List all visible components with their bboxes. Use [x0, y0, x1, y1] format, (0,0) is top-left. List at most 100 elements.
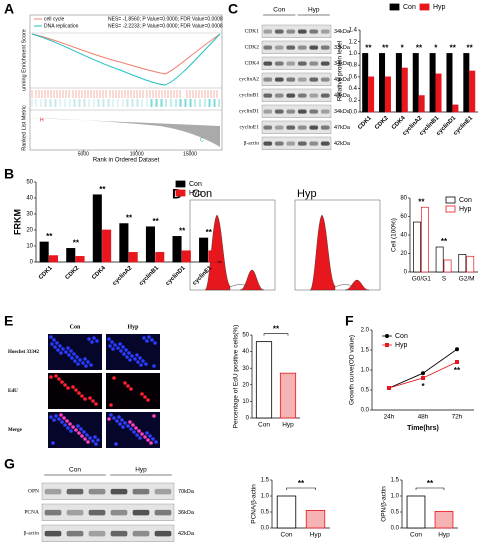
blot-band — [66, 530, 84, 537]
y-tick-label: 80 — [400, 196, 407, 202]
nucleus — [126, 384, 130, 388]
nucleus — [112, 376, 116, 380]
nucleus — [123, 381, 127, 385]
blot-band — [309, 61, 319, 66]
gsea-hits — [31, 90, 220, 107]
x-tick-label: Con — [281, 532, 293, 539]
blot-band — [88, 530, 106, 537]
panel-letter: C — [228, 1, 238, 17]
nucleus — [94, 402, 98, 406]
blot-band — [154, 509, 172, 516]
blot-band — [286, 77, 296, 82]
nucleus — [136, 360, 140, 364]
x-tick-label: 24h — [384, 414, 395, 421]
bar — [92, 194, 102, 263]
nucleus — [66, 346, 70, 350]
group-label: Hyp — [308, 7, 320, 14]
blot-strip — [261, 24, 332, 39]
bar — [145, 226, 155, 263]
bar — [362, 53, 369, 113]
significance: ** — [450, 44, 457, 53]
nucleus — [122, 352, 126, 356]
flow-s-phase — [334, 284, 356, 288]
nucleus — [142, 336, 146, 340]
nucleus — [120, 418, 124, 422]
marker — [387, 386, 391, 390]
blot-band — [320, 77, 330, 82]
significance: ** — [382, 44, 389, 53]
flow-frame — [294, 199, 381, 291]
x-axis-label: Time(hrs) — [407, 425, 439, 432]
nucleus — [116, 346, 120, 350]
row-label: Hoechst 33342 — [8, 350, 39, 355]
blot-strip — [261, 136, 332, 151]
y-tick-label: 60 — [400, 214, 407, 220]
significance: ** — [152, 217, 159, 226]
nucleus — [147, 335, 151, 339]
marker — [421, 371, 425, 376]
protein-label: CDK2 — [245, 45, 260, 51]
significance-bracket — [263, 333, 289, 336]
y-tick-label: 1.5 — [261, 478, 270, 484]
y-tick-label: 20 — [400, 251, 407, 257]
nucleus — [88, 396, 92, 400]
nucleus — [63, 383, 67, 387]
blot-band — [297, 109, 307, 114]
nucleus — [73, 359, 77, 363]
blot-band — [274, 125, 284, 130]
nucleus — [61, 347, 65, 351]
nucleus — [112, 416, 116, 420]
nucleus — [81, 361, 85, 365]
bar — [155, 252, 165, 263]
significance: ** — [466, 44, 473, 53]
nucleus — [86, 360, 90, 364]
y-tick-label: 0 — [404, 270, 408, 276]
significance: ** — [416, 44, 423, 53]
nucleus — [135, 433, 139, 437]
x-tick-label: Con — [258, 422, 270, 429]
nucleus — [66, 386, 70, 390]
sample-label: Hyp — [297, 188, 317, 200]
gsea-frame — [29, 14, 223, 151]
nucleus — [87, 337, 91, 341]
x-tick-label: cyclinB1 — [138, 265, 160, 287]
blot-band — [309, 109, 319, 114]
blot-band — [297, 77, 307, 82]
blot-band — [286, 141, 296, 146]
x-tick-label: G2/M — [459, 276, 475, 283]
legend-label: Hyp — [395, 342, 408, 349]
blot-band — [263, 77, 273, 82]
panel-letter: A — [4, 1, 14, 17]
blot-band — [274, 61, 284, 66]
bar — [39, 241, 49, 263]
gsea-panel — [29, 14, 223, 151]
bar — [208, 250, 218, 263]
y-tick-label: 10 — [242, 399, 249, 405]
y-tick-label: 1.0 — [349, 51, 358, 57]
legend-swatch — [445, 205, 456, 213]
nucleus — [51, 441, 55, 445]
significance: ** — [441, 237, 448, 246]
nucleus — [129, 387, 133, 391]
flow-g2-peak — [239, 269, 265, 291]
blot-band — [110, 530, 128, 537]
nucleus — [94, 442, 98, 446]
nucleus — [96, 438, 100, 442]
nucleus — [121, 345, 125, 349]
blot-band — [286, 109, 296, 114]
legend-swatch — [175, 189, 186, 197]
significance: ** — [418, 197, 425, 206]
nucleus — [141, 359, 145, 363]
legend-label: Hyp — [459, 206, 472, 213]
nucleus — [140, 432, 144, 436]
y-tick-label: 0.0 — [261, 526, 270, 532]
x-tick-label: 72h — [452, 414, 463, 421]
nucleus — [129, 427, 133, 431]
blot-band — [274, 29, 284, 34]
nucleus — [60, 380, 64, 384]
y-tick-label: 40 — [242, 349, 249, 355]
bar — [412, 53, 419, 113]
blot-band — [110, 509, 128, 516]
bar — [429, 53, 436, 113]
group-label: Con — [273, 7, 285, 14]
